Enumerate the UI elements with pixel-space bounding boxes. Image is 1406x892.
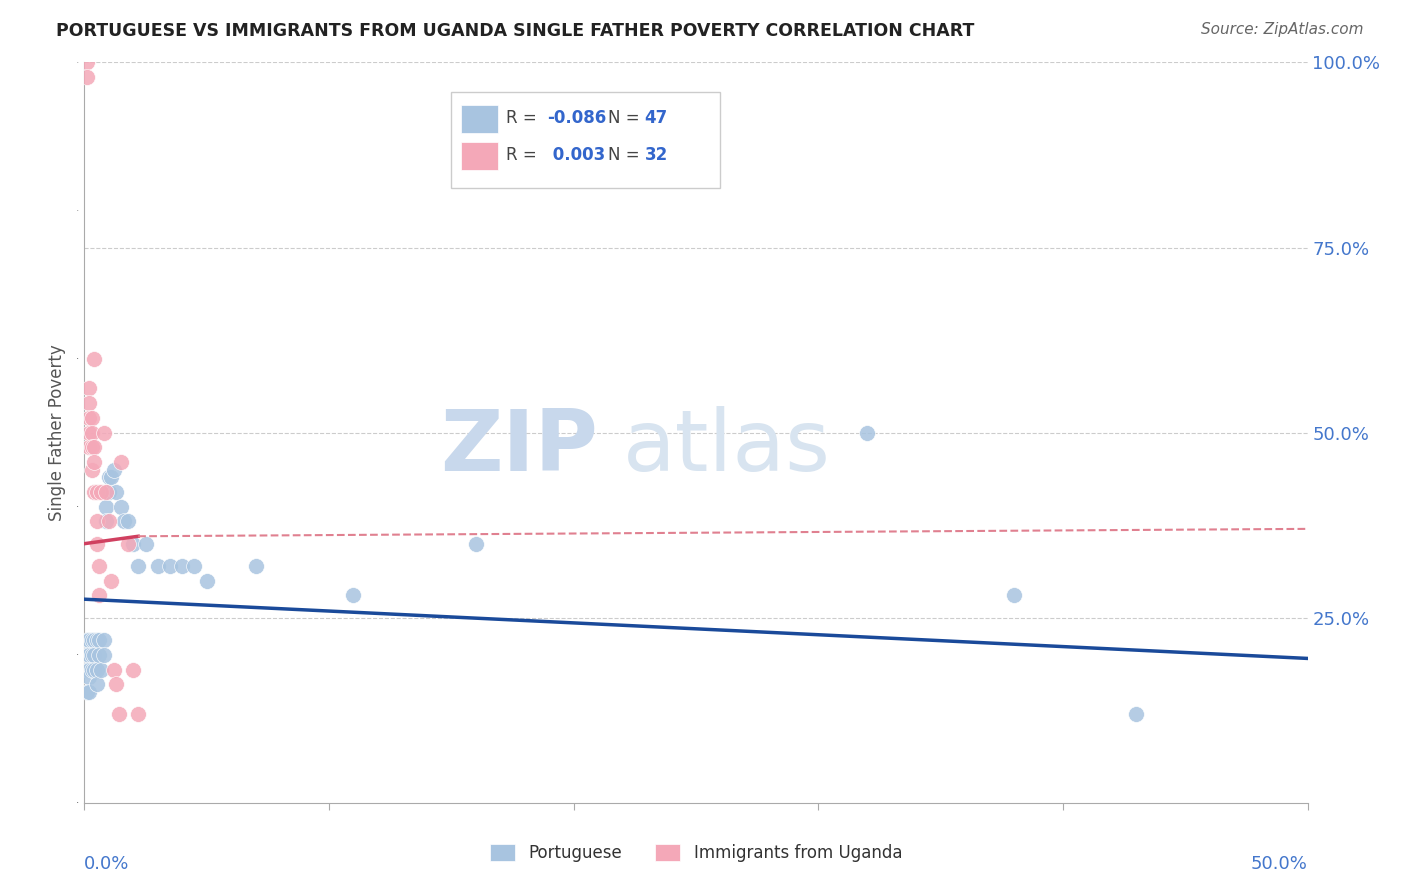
Point (87, 558, 110, 573)
Point (77, 663, 100, 677)
Bar (461, 142, 498, 169)
Point (100, 470, 122, 484)
Point (86, 484, 108, 499)
Point (76, 632, 98, 647)
Point (103, 462, 125, 476)
Point (127, 706, 149, 721)
Point (245, 558, 267, 573)
Point (76, 55, 98, 70)
Point (80, 462, 103, 476)
Text: 47: 47 (644, 109, 668, 127)
Text: 0.003: 0.003 (547, 146, 605, 164)
Point (96, 484, 118, 499)
Point (83, 455, 105, 469)
Text: R =: R = (506, 109, 543, 127)
Text: Source: ZipAtlas.com: Source: ZipAtlas.com (1201, 22, 1364, 37)
Point (77, 670, 100, 684)
Point (83, 484, 105, 499)
Point (195, 574, 218, 588)
Point (1002, 589, 1025, 603)
Point (87, 632, 110, 647)
Point (87, 648, 110, 662)
Point (86, 677, 108, 691)
Point (77, 441, 100, 455)
Point (146, 558, 169, 573)
Point (856, 425, 879, 440)
Legend: Portuguese, Immigrants from Uganda: Portuguese, Immigrants from Uganda (484, 837, 908, 869)
Point (77, 685, 100, 699)
Point (93, 648, 115, 662)
Point (96, 515, 118, 529)
Text: atlas: atlas (623, 406, 831, 489)
Point (1125, 706, 1147, 721)
Text: R =: R = (506, 146, 543, 164)
Point (76, 663, 98, 677)
Point (127, 558, 149, 573)
Point (76, 70, 98, 85)
Point (77, 381, 100, 395)
Point (135, 536, 157, 550)
Point (77, 425, 100, 440)
Bar (461, 104, 498, 133)
Point (117, 536, 139, 550)
Point (80, 632, 103, 647)
Point (80, 663, 103, 677)
Point (77, 632, 100, 647)
Point (86, 536, 108, 550)
Point (97, 470, 120, 484)
Point (83, 351, 105, 366)
Text: 32: 32 (644, 146, 668, 164)
Point (80, 410, 103, 425)
Point (80, 648, 103, 662)
Point (77, 648, 100, 662)
Text: 0.0%: 0.0% (84, 855, 129, 872)
Text: N =: N = (607, 109, 645, 127)
Point (122, 536, 145, 550)
Text: -0.086: -0.086 (547, 109, 606, 127)
Text: PORTUGUESE VS IMMIGRANTS FROM UGANDA SINGLE FATHER POVERTY CORRELATION CHART: PORTUGUESE VS IMMIGRANTS FROM UGANDA SIN… (56, 22, 974, 40)
Point (103, 663, 125, 677)
Point (159, 558, 181, 573)
Point (93, 425, 115, 440)
FancyBboxPatch shape (451, 92, 720, 188)
Point (87, 589, 110, 603)
Point (93, 632, 115, 647)
Text: ZIP: ZIP (440, 406, 598, 489)
Point (80, 441, 103, 455)
Point (90, 484, 112, 499)
Point (86, 663, 108, 677)
Point (105, 677, 128, 691)
Point (97, 515, 120, 529)
Point (100, 574, 122, 588)
Point (172, 558, 194, 573)
Text: 50.0%: 50.0% (1251, 855, 1308, 872)
Point (90, 663, 112, 677)
Point (83, 632, 105, 647)
Point (112, 515, 135, 529)
Point (464, 536, 486, 550)
Point (80, 425, 103, 440)
Point (122, 663, 145, 677)
Point (107, 706, 129, 721)
Point (76, 648, 98, 662)
Text: N =: N = (607, 146, 645, 164)
Point (342, 589, 364, 603)
Point (77, 396, 100, 410)
Point (183, 558, 205, 573)
Point (83, 648, 105, 662)
Point (77, 410, 100, 425)
Point (105, 484, 128, 499)
Point (110, 500, 132, 514)
Point (83, 663, 105, 677)
Point (86, 515, 108, 529)
Point (96, 500, 118, 514)
Point (110, 455, 132, 469)
Point (86, 632, 108, 647)
Point (76, 685, 98, 699)
Point (97, 484, 120, 499)
Point (117, 515, 139, 529)
Point (83, 441, 105, 455)
Y-axis label: Single Father Poverty: Single Father Poverty (48, 344, 66, 521)
